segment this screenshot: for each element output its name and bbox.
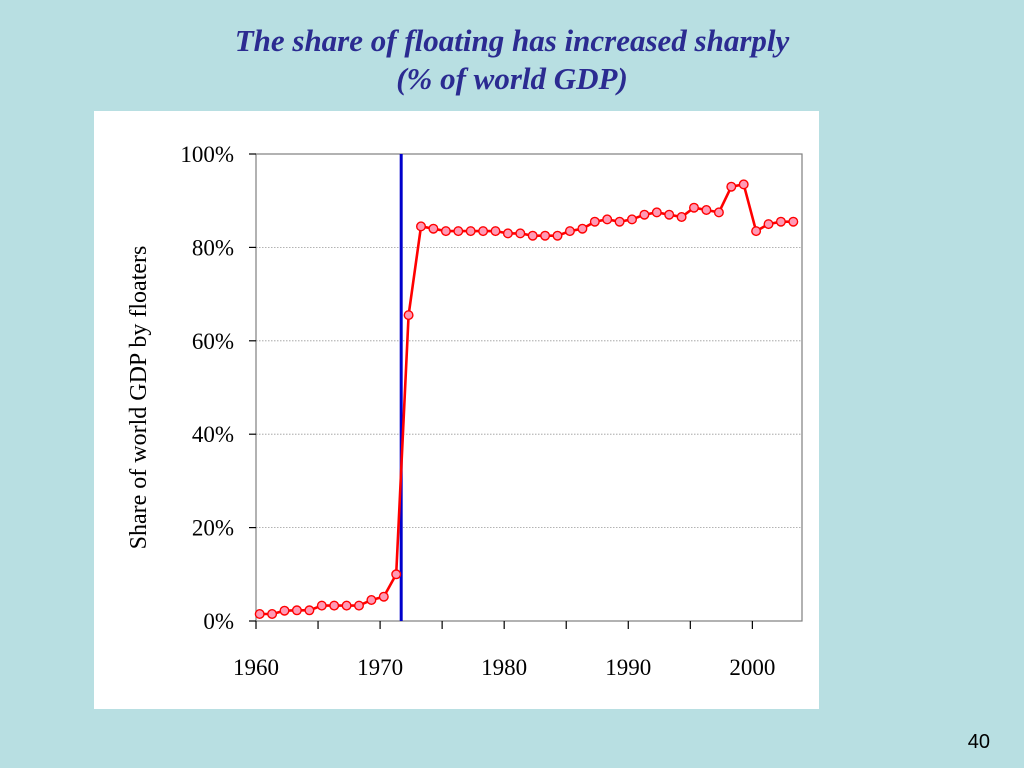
- x-tick-label: 2000: [729, 655, 775, 680]
- x-tick-label: 1990: [605, 655, 651, 680]
- data-point: [639, 209, 650, 220]
- y-tick-label: 0%: [203, 609, 234, 634]
- data-point: [651, 207, 662, 218]
- slide-title-line-1: The share of floating has increased shar…: [234, 23, 790, 58]
- data-point: [428, 223, 439, 234]
- data-point: [676, 211, 687, 222]
- data-point: [502, 228, 513, 239]
- y-tick-label: 100%: [180, 142, 234, 167]
- line-chart: 0% 20% 40% 60% 80% 100% 1960 1970 1980 1990 2000 S…: [126, 142, 803, 680]
- data-point: [552, 230, 563, 241]
- data-point: [254, 609, 265, 620]
- data-point: [726, 181, 737, 192]
- data-points: [254, 179, 799, 620]
- axes: 0% 20% 40% 60% 80% 100% 1960 1970 1980 1990 2000: [180, 142, 775, 680]
- slide-title: The share of floating has increased shar…: [0, 22, 1024, 98]
- data-point: [341, 600, 352, 611]
- y-tick-label: 20%: [192, 516, 234, 541]
- data-point: [378, 591, 389, 602]
- y-axis-label: Share of world GDP by floaters: [126, 246, 152, 550]
- data-point: [775, 216, 786, 227]
- data-point: [416, 221, 427, 232]
- data-point: [564, 226, 575, 237]
- data-point: [763, 219, 774, 230]
- x-tick-label: 1960: [233, 655, 279, 680]
- chart-panel: 0% 20% 40% 60% 80% 100% 1960 1970 1980 1990 2000 S…: [94, 111, 819, 709]
- slide-number: 40: [967, 731, 990, 753]
- data-point: [403, 310, 414, 321]
- data-point: [788, 216, 799, 227]
- data-point: [316, 600, 327, 611]
- data-point: [602, 214, 613, 225]
- gridlines: [256, 246, 802, 529]
- data-point: [465, 226, 476, 237]
- data-point: [366, 595, 377, 606]
- data-point: [689, 202, 700, 213]
- y-tick-label: 60%: [192, 329, 234, 354]
- data-point: [577, 223, 588, 234]
- data-point: [478, 226, 489, 237]
- data-point: [329, 600, 340, 611]
- data-point: [751, 226, 762, 237]
- x-tick-label: 1980: [481, 655, 527, 680]
- data-point: [614, 216, 625, 227]
- y-tick-label: 80%: [192, 235, 234, 260]
- slide-title-line-2: (% of world GDP): [396, 61, 628, 96]
- data-point: [391, 569, 402, 580]
- data-point: [515, 228, 526, 239]
- data-point: [440, 226, 451, 237]
- data-point: [354, 600, 365, 611]
- series-line: [259, 183, 794, 616]
- data-point: [267, 609, 278, 620]
- x-tick-label: 1970: [357, 655, 403, 680]
- data-point: [627, 214, 638, 225]
- data-point: [490, 226, 501, 237]
- data-point: [589, 216, 600, 227]
- plot-area-frame: [255, 153, 803, 622]
- data-point: [701, 204, 712, 215]
- data-point: [291, 605, 302, 616]
- data-point: [279, 605, 290, 616]
- data-point: [713, 207, 724, 218]
- data-point: [453, 226, 464, 237]
- data-point: [664, 209, 675, 220]
- data-point: [304, 605, 315, 616]
- y-tick-label: 40%: [192, 422, 234, 447]
- data-point: [540, 230, 551, 241]
- data-point: [527, 230, 538, 241]
- data-point: [738, 179, 749, 190]
